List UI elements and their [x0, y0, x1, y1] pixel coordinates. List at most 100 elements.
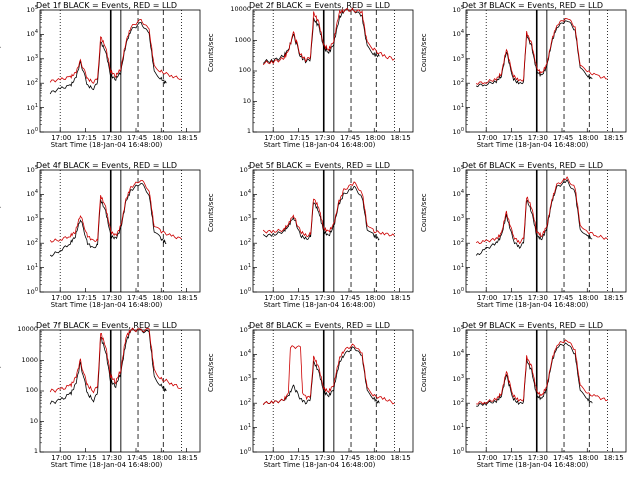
- series-line-black: [263, 8, 379, 63]
- panel-title: Det 3f BLACK = Events, RED = LLD: [461, 1, 604, 10]
- y-tick-label: 103: [26, 53, 38, 63]
- y-tick-label: 105: [26, 5, 38, 15]
- x-tick-label: 17:00: [477, 454, 498, 462]
- y-tick-label: 1000: [234, 35, 251, 44]
- x-tick-label: 17:45: [340, 294, 361, 302]
- y-tick-label: 102: [26, 238, 38, 248]
- chart-svg: [252, 169, 414, 293]
- x-tick-label: 17:15: [502, 294, 523, 302]
- y-tick-label: 100: [452, 127, 464, 137]
- x-tick-label: 17:30: [101, 294, 122, 302]
- series-line-red: [476, 18, 607, 84]
- chart-svg: [465, 9, 627, 133]
- x-tick-label: 17:45: [553, 294, 574, 302]
- y-tick-label: 104: [239, 349, 251, 359]
- x-tick-label: 18:00: [152, 134, 173, 142]
- x-tick-label: 18:00: [365, 134, 386, 142]
- x-tick-label: 17:15: [502, 454, 523, 462]
- x-axis-label: Start Time (18-Jan-04 16:48:00): [263, 141, 376, 149]
- y-tick-label: 104: [239, 189, 251, 199]
- y-tick-label: 105: [26, 165, 38, 175]
- panel-title: Det 5f BLACK = Events, RED = LLD: [248, 161, 391, 170]
- x-tick-label: 17:00: [51, 454, 72, 462]
- y-tick-label: 100: [239, 287, 251, 297]
- x-tick-label: 17:15: [76, 454, 97, 462]
- y-tick-label: 104: [452, 349, 464, 359]
- x-tick-label: 18:00: [578, 454, 599, 462]
- y-tick-label: 10000: [17, 325, 38, 333]
- y-tick-label: 100: [452, 287, 464, 297]
- y-tick-label: 103: [239, 373, 251, 383]
- x-tick-label: 18:00: [578, 134, 599, 142]
- x-tick-label: 17:30: [101, 454, 122, 462]
- y-tick-label: 10: [242, 96, 251, 105]
- x-tick-label: 18:15: [390, 454, 411, 462]
- y-tick-label: 102: [239, 238, 251, 248]
- y-tick-label: 101: [26, 102, 38, 112]
- x-axis-label: Start Time (18-Jan-04 16:48:00): [263, 301, 376, 309]
- plot-frame: [252, 9, 414, 133]
- x-tick-label: 17:45: [127, 134, 148, 142]
- y-tick-label: 102: [239, 398, 251, 408]
- x-tick-label: 17:15: [289, 294, 310, 302]
- x-tick-label: 17:15: [289, 454, 310, 462]
- y-tick-label: 1: [246, 127, 251, 135]
- y-tick-label: 101: [452, 102, 464, 112]
- x-tick-label: 18:15: [390, 294, 411, 302]
- detector-panel-5: Det 5f BLACK = Events, RED = LLD Start Ti…: [207, 160, 426, 320]
- x-tick-label: 18:15: [603, 134, 624, 142]
- x-tick-label: 17:15: [502, 134, 523, 142]
- plot-frame: [252, 329, 414, 453]
- panel-title: Det 2f BLACK = Events, RED = LLD: [248, 1, 391, 10]
- series-line-black: [263, 347, 379, 405]
- y-tick-label: 102: [452, 238, 464, 248]
- panel-title: Det 8f BLACK = Events, RED = LLD: [248, 321, 391, 330]
- panel-title: Det 9f BLACK = Events, RED = LLD: [461, 321, 604, 330]
- plot-frame: [465, 9, 627, 133]
- x-tick-label: 17:00: [264, 134, 285, 142]
- x-tick-label: 17:00: [264, 294, 285, 302]
- y-tick-label: 103: [452, 213, 464, 223]
- x-tick-label: 17:30: [527, 294, 548, 302]
- y-tick-label: 100: [26, 127, 38, 137]
- x-tick-label: 18:15: [603, 454, 624, 462]
- x-tick-label: 17:00: [477, 134, 498, 142]
- x-tick-label: 17:15: [289, 134, 310, 142]
- series-line-black: [263, 186, 379, 240]
- y-tick-label: 103: [239, 213, 251, 223]
- plot-frame: [252, 169, 414, 293]
- x-tick-label: 18:15: [603, 294, 624, 302]
- x-tick-label: 18:00: [152, 294, 173, 302]
- chart-svg: [39, 320, 201, 453]
- x-tick-label: 18:00: [152, 454, 173, 462]
- series-line-black: [476, 21, 592, 87]
- plot-frame: [39, 329, 201, 453]
- chart-svg: [465, 329, 627, 453]
- series-line-black: [50, 328, 166, 404]
- panel-title: Det 4f BLACK = Events, RED = LLD: [35, 161, 178, 170]
- y-tick-label: 105: [239, 325, 251, 335]
- x-tick-label: 17:45: [340, 454, 361, 462]
- y-tick-label: 105: [452, 325, 464, 335]
- y-tick-label: 101: [452, 422, 464, 432]
- plot-frame: [465, 169, 627, 293]
- x-tick-label: 17:00: [477, 294, 498, 302]
- x-tick-label: 17:30: [314, 294, 335, 302]
- detector-panel-9: Det 9f BLACK = Events, RED = LLD Start Ti…: [420, 320, 639, 480]
- series-line-red: [476, 340, 607, 404]
- x-tick-label: 17:30: [314, 454, 335, 462]
- x-axis-label: Start Time (18-Jan-04 16:48:00): [476, 141, 589, 149]
- y-tick-label: 105: [452, 165, 464, 175]
- series-line-red: [263, 182, 394, 237]
- panel-title: Det 6f BLACK = Events, RED = LLD: [461, 161, 604, 170]
- chart-svg: [39, 169, 201, 293]
- y-tick-label: 100: [452, 447, 464, 457]
- chart-svg: [252, 329, 414, 453]
- x-axis-label: Start Time (18-Jan-04 16:48:00): [50, 301, 163, 309]
- x-tick-label: 17:00: [51, 294, 72, 302]
- chart-svg: [39, 9, 201, 133]
- x-tick-label: 17:45: [340, 134, 361, 142]
- x-tick-label: 17:00: [264, 454, 285, 462]
- y-tick-label: 105: [239, 165, 251, 175]
